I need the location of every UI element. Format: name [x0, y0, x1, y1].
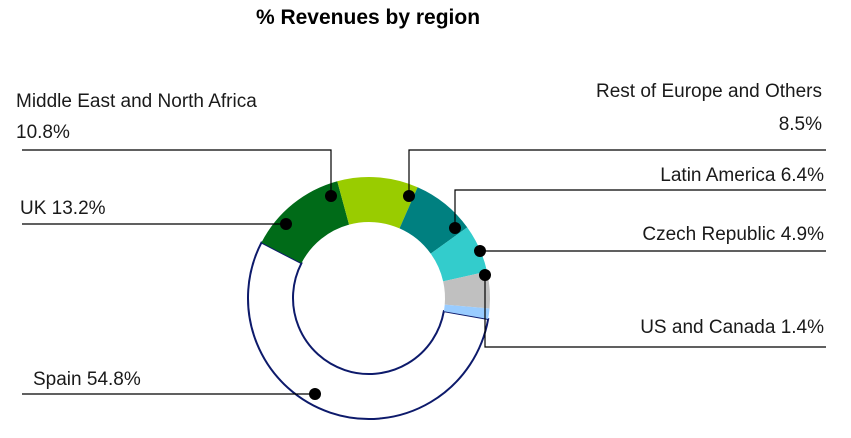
value-label-rest-of-europe-and-others: 8.5%: [779, 114, 822, 135]
slice-latin-america: [430, 227, 488, 282]
leader-line-latin-america: [454, 189, 826, 228]
leader-line-us-and-canada: [484, 275, 826, 348]
slice-rest-of-europe-and-others: [399, 187, 468, 254]
marker-dot-uk: [280, 218, 292, 230]
label-uk: UK 13.2%: [20, 198, 106, 219]
slice-spain: [247, 241, 490, 420]
label-latin-america: Latin America 6.4%: [660, 165, 824, 186]
marker-dot-rest-of-europe-and-others: [403, 190, 415, 202]
label-middle-east-and-north-africa: Middle East and North Africa: [16, 91, 257, 112]
leader-line-rest-of-europe-and-others: [408, 149, 826, 196]
slice-middle-east-and-north-africa: [337, 177, 418, 229]
leader-lines: [22, 149, 826, 400]
slice-czech-republic: [443, 271, 490, 309]
marker-dot-middle-east-and-north-africa: [325, 190, 337, 202]
value-label-middle-east-and-north-africa: 10.8%: [16, 122, 70, 143]
label-us-and-canada: US and Canada 1.4%: [640, 317, 824, 338]
label-spain: Spain 54.8%: [33, 369, 141, 390]
label-rest-of-europe-and-others: Rest of Europe and Others: [596, 81, 822, 102]
slice-us-and-canada: [443, 304, 490, 320]
label-czech-republic: Czech Republic 4.9%: [642, 224, 824, 245]
slice-labels: Spain 54.8% UK 13.2% Middle East and North…: [16, 81, 824, 390]
marker-dot-czech-republic: [474, 245, 486, 257]
chart-title: % Revenues by region: [256, 6, 480, 29]
marker-dot-spain: [309, 388, 321, 400]
marker-dot-us-and-canada: [479, 269, 491, 281]
donut-slices: [247, 177, 490, 420]
slice-uk: [261, 181, 350, 264]
leader-line-middle-east-and-north-africa: [22, 149, 332, 196]
marker-dot-latin-america: [449, 222, 461, 234]
